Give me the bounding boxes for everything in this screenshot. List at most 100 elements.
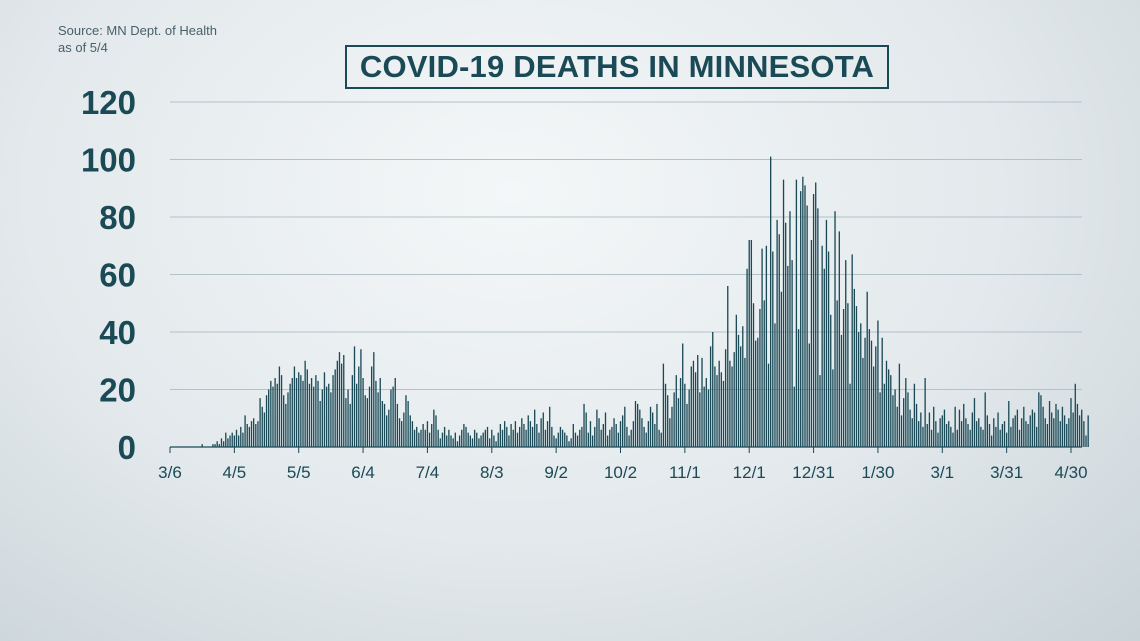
bar bbox=[233, 435, 236, 447]
bar bbox=[274, 378, 276, 447]
bar bbox=[1038, 392, 1040, 448]
bar bbox=[325, 386, 328, 448]
bar bbox=[355, 383, 358, 447]
bar bbox=[795, 179, 798, 448]
x-axis: 3/6 4/5 5/5 6/4 7/4 8/3 9/2 10/2 11/1 12/1 12/31 1/… bbox=[158, 447, 1088, 482]
as-of-line: as of 5/4 bbox=[58, 40, 108, 55]
gridlines bbox=[170, 101, 1082, 390]
bar bbox=[772, 251, 774, 447]
bar bbox=[815, 182, 817, 447]
bar bbox=[948, 421, 950, 448]
bar bbox=[467, 432, 469, 448]
bar bbox=[594, 426, 596, 448]
bar bbox=[960, 421, 963, 448]
bar bbox=[656, 403, 658, 448]
bar bbox=[810, 240, 813, 447]
bar bbox=[431, 424, 433, 447]
bar bbox=[471, 438, 474, 448]
bar bbox=[840, 334, 843, 448]
bar bbox=[986, 415, 988, 448]
bar bbox=[1044, 418, 1046, 447]
bar bbox=[225, 432, 227, 448]
bar bbox=[1040, 395, 1042, 447]
bar bbox=[529, 421, 532, 448]
bar bbox=[394, 378, 396, 447]
bar bbox=[373, 352, 375, 448]
bar bbox=[800, 191, 802, 448]
bar bbox=[993, 418, 995, 447]
bar bbox=[1042, 406, 1044, 447]
bar bbox=[461, 429, 463, 447]
bar bbox=[851, 254, 853, 448]
bar bbox=[222, 441, 225, 447]
bar bbox=[658, 429, 660, 447]
bar bbox=[300, 375, 302, 448]
y-tick-label: 80 bbox=[99, 199, 136, 236]
bar bbox=[549, 406, 551, 447]
bar bbox=[812, 194, 815, 447]
bar bbox=[370, 366, 373, 447]
bar bbox=[712, 332, 714, 447]
bar bbox=[830, 314, 832, 447]
bar bbox=[401, 421, 403, 448]
bar bbox=[581, 426, 583, 448]
bar bbox=[823, 268, 825, 447]
bar bbox=[765, 245, 768, 447]
bar bbox=[624, 406, 626, 447]
bar bbox=[731, 366, 733, 447]
bar bbox=[1033, 412, 1036, 447]
bar bbox=[473, 429, 476, 447]
bar bbox=[643, 426, 645, 448]
bar bbox=[673, 392, 675, 448]
bar bbox=[424, 429, 426, 447]
bar bbox=[1070, 398, 1072, 448]
bar bbox=[628, 435, 630, 447]
bar bbox=[787, 265, 789, 448]
bar bbox=[390, 389, 392, 447]
bar bbox=[386, 415, 388, 448]
bar bbox=[497, 432, 499, 448]
bar bbox=[291, 378, 293, 447]
bar bbox=[407, 401, 409, 447]
bar bbox=[216, 441, 218, 447]
bar bbox=[654, 424, 656, 447]
bar bbox=[879, 392, 881, 448]
x-tick-label: 8/3 bbox=[480, 463, 504, 482]
bar bbox=[570, 438, 572, 448]
bar bbox=[579, 429, 581, 447]
bar bbox=[306, 369, 308, 448]
bar bbox=[913, 383, 916, 447]
bar bbox=[703, 386, 705, 448]
bar bbox=[443, 426, 446, 448]
bar bbox=[321, 389, 323, 447]
bar bbox=[684, 383, 686, 447]
bar bbox=[270, 380, 272, 448]
bar bbox=[617, 432, 620, 448]
bar bbox=[486, 426, 489, 448]
bar bbox=[396, 403, 399, 448]
bar bbox=[293, 366, 296, 447]
bar bbox=[334, 369, 336, 448]
bar bbox=[637, 403, 639, 448]
bar bbox=[868, 329, 871, 448]
bar bbox=[377, 392, 379, 448]
bar bbox=[231, 432, 233, 448]
x-tick-label: 3/6 bbox=[158, 463, 182, 482]
bar bbox=[338, 352, 341, 448]
bar bbox=[990, 435, 993, 447]
bar bbox=[495, 441, 497, 447]
bar bbox=[982, 429, 984, 447]
bar bbox=[572, 424, 574, 447]
bar bbox=[716, 375, 718, 448]
bar bbox=[928, 412, 931, 447]
bar bbox=[1020, 418, 1023, 447]
bar bbox=[894, 389, 896, 447]
bar bbox=[564, 432, 566, 448]
bar bbox=[634, 401, 637, 447]
bar bbox=[255, 424, 257, 447]
bar bbox=[975, 421, 978, 448]
bar bbox=[403, 412, 405, 447]
bar bbox=[669, 418, 671, 447]
bar bbox=[727, 286, 729, 447]
bar bbox=[866, 291, 868, 447]
